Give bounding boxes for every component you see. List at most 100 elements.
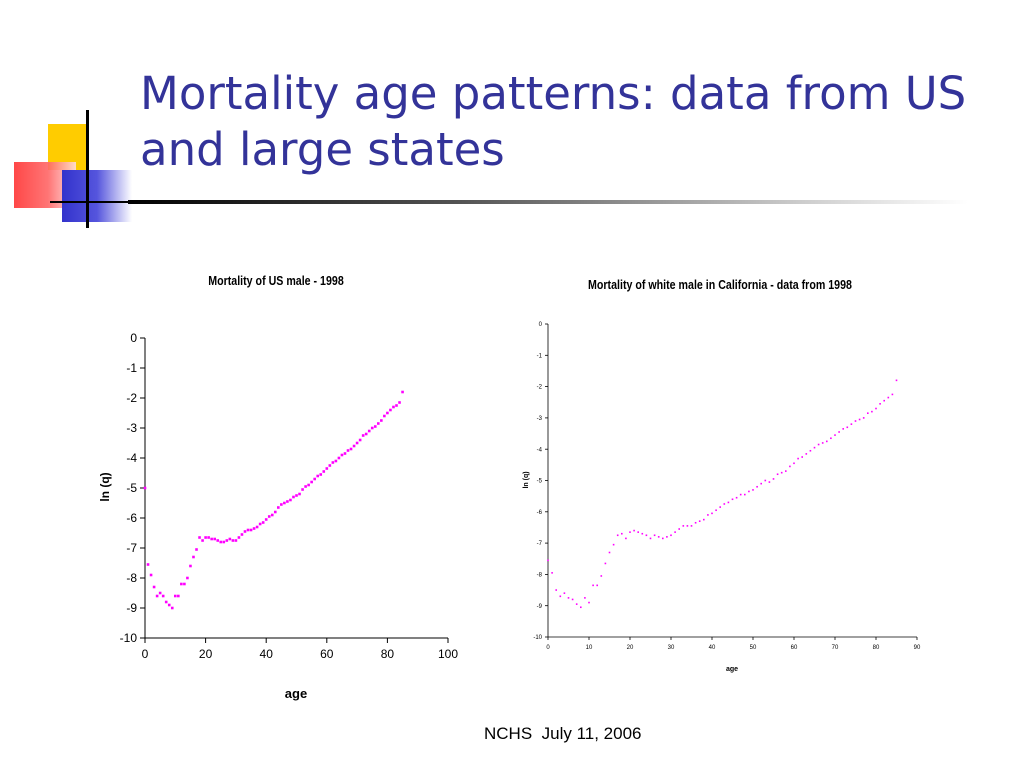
data-point (813, 446, 816, 449)
data-point (177, 594, 180, 598)
data-point (398, 401, 401, 404)
x-tick-label: 20 (627, 645, 634, 651)
y-tick-label: -4 (126, 451, 137, 465)
data-point (225, 539, 229, 542)
data-point (719, 506, 721, 508)
chart-california-white-male: Mortality of white male in California - … (523, 277, 921, 673)
data-point (670, 534, 672, 537)
data-point (875, 407, 877, 410)
data-point (801, 456, 803, 458)
data-point (164, 600, 168, 604)
data-point (871, 410, 873, 413)
data-point (167, 603, 171, 607)
data-point (707, 514, 709, 516)
x-tick-label: 50 (750, 645, 757, 651)
data-point (662, 537, 664, 540)
data-point (222, 540, 226, 544)
data-point (161, 594, 165, 598)
data-point (571, 598, 574, 601)
x-tick-label: 100 (438, 647, 458, 661)
data-point (213, 537, 216, 541)
data-point (313, 477, 316, 481)
x-tick-label: 60 (791, 645, 798, 651)
y-tick-label: -3 (126, 421, 137, 435)
data-point (183, 582, 186, 586)
data-point (703, 518, 705, 521)
y-tick-label: -8 (537, 573, 543, 579)
y-tick-label: -1 (537, 353, 543, 359)
data-point (867, 412, 869, 415)
data-point (678, 528, 680, 530)
x-tick-label: 40 (709, 645, 716, 651)
data-point (711, 512, 713, 515)
data-point (228, 537, 232, 541)
data-point (325, 467, 329, 470)
data-point (234, 539, 238, 542)
data-point (343, 452, 347, 455)
data-point (657, 536, 660, 538)
scatter-points (143, 390, 404, 610)
data-point (850, 423, 853, 425)
y-tick-label: -2 (537, 385, 543, 391)
data-point (686, 525, 689, 527)
data-point (682, 525, 685, 527)
data-point (386, 411, 389, 415)
data-point (723, 503, 726, 505)
data-point (842, 428, 844, 430)
data-point (186, 576, 189, 580)
data-point (207, 536, 210, 539)
y-tick-label: -1 (126, 361, 137, 375)
data-point (267, 515, 271, 518)
data-point (319, 473, 323, 476)
data-point (192, 555, 195, 559)
data-point (280, 503, 283, 506)
data-point (592, 584, 594, 587)
axes: 0 -1 -2 -3 -4 -5 -6 -7 -8 -9 -10 0 10 20 30 40 50 60 70 80 9… (533, 322, 921, 651)
data-point (580, 606, 582, 609)
data-point (625, 537, 627, 540)
y-tick-label: -6 (537, 510, 543, 516)
data-point (879, 403, 881, 405)
data-point (854, 420, 857, 422)
x-tick-label: 0 (546, 645, 550, 651)
data-point (298, 492, 301, 496)
data-point (559, 595, 562, 598)
y-tick-label: -2 (126, 391, 137, 405)
y-tick-label: 0 (130, 331, 137, 345)
data-point (772, 478, 775, 480)
y-tick-label: -4 (537, 447, 543, 453)
data-point (608, 551, 611, 554)
x-tick-label: 0 (142, 647, 149, 661)
y-tick-label: -9 (126, 601, 137, 615)
data-point (621, 532, 623, 535)
x-tick-label: 90 (914, 645, 921, 651)
data-point (809, 449, 812, 452)
data-point (641, 532, 644, 535)
data-point (328, 464, 332, 467)
data-point (392, 405, 395, 409)
y-tick-label: -8 (126, 571, 137, 585)
data-point (292, 495, 295, 499)
data-point (231, 539, 235, 542)
data-point (649, 537, 652, 540)
data-point (340, 453, 344, 457)
data-point (289, 498, 292, 502)
axes: 0 -1 -2 -3 -4 -5 -6 -7 -8 -9 -10 0 20 40 60 80 100 (120, 331, 459, 661)
data-point (862, 417, 865, 419)
title-underline (128, 200, 968, 204)
data-point (780, 471, 783, 474)
y-tick-label: -5 (537, 479, 543, 485)
data-point (690, 525, 693, 527)
data-point (604, 562, 607, 565)
x-tick-label: 80 (873, 645, 880, 651)
data-point (373, 425, 377, 428)
data-point (739, 493, 742, 496)
data-point (307, 483, 310, 487)
data-point (261, 521, 265, 524)
data-point (776, 473, 779, 476)
data-point (389, 408, 392, 412)
data-point (189, 564, 192, 568)
data-point (240, 533, 244, 536)
data-point (555, 589, 557, 591)
data-point (401, 390, 404, 394)
